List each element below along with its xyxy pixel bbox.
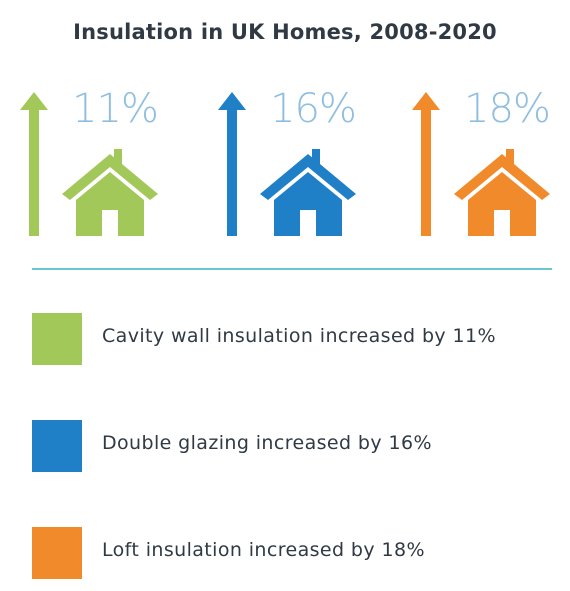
legend-item-double-glazing: Double glazing increased by 16% [32,420,552,472]
arrow-up-icon [20,92,48,236]
stat-percent: 11% [72,86,159,132]
arrow-up-icon [218,92,246,236]
page-title: Insulation in UK Homes, 2008-2020 [73,20,497,44]
legend-label: Loft insulation increased by 18% [102,539,425,561]
house-icon [62,149,158,236]
stat-double-glazing: 16% [212,86,372,242]
legend-swatch [32,420,82,472]
arrow-up-icon [412,92,440,236]
legend-label: Double glazing increased by 16% [102,432,432,454]
legend-swatch [32,313,82,365]
house-icon [454,149,550,236]
stat-percent: 18% [464,86,551,132]
legend-item-cavity-wall: Cavity wall insulation increased by 11% [32,313,552,365]
stat-loft: 18% [406,86,566,242]
legend-item-loft: Loft insulation increased by 18% [32,527,552,579]
divider [32,268,552,270]
legend-label: Cavity wall insulation increased by 11% [102,325,496,347]
stat-cavity-wall: 11% [14,86,174,242]
house-icon [260,149,356,236]
legend-swatch [32,527,82,579]
stat-percent: 16% [270,86,357,132]
